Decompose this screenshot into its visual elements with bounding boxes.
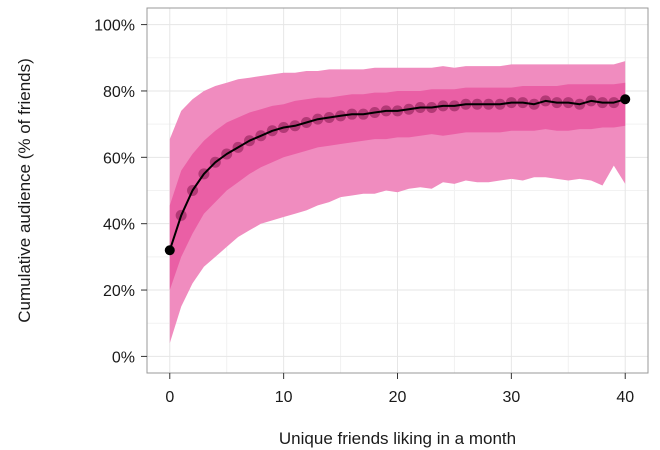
y-axis: 0% 20% 40% 60% 80% 100% bbox=[94, 18, 147, 366]
x-tick-label: 10 bbox=[275, 389, 293, 406]
y-tick-label: 0% bbox=[112, 349, 135, 366]
data-point bbox=[620, 94, 631, 105]
y-tick-label: 100% bbox=[94, 18, 135, 35]
y-tick-label: 40% bbox=[103, 217, 135, 234]
x-tick-label: 0 bbox=[165, 389, 174, 406]
x-axis: 0 10 20 30 40 bbox=[165, 373, 634, 406]
x-tick-label: 40 bbox=[616, 389, 634, 406]
x-tick-label: 20 bbox=[389, 389, 407, 406]
data-point bbox=[164, 245, 175, 256]
inner-band bbox=[169, 82, 626, 290]
y-axis-title: Cumulative audience (% of friends) bbox=[15, 58, 34, 323]
y-tick-label: 20% bbox=[103, 283, 135, 300]
y-tick-label: 60% bbox=[103, 150, 135, 167]
x-axis-title: Unique friends liking in a month bbox=[279, 429, 516, 448]
x-tick-label: 30 bbox=[502, 389, 520, 406]
y-tick-label: 80% bbox=[103, 84, 135, 101]
series-line bbox=[168, 98, 626, 251]
